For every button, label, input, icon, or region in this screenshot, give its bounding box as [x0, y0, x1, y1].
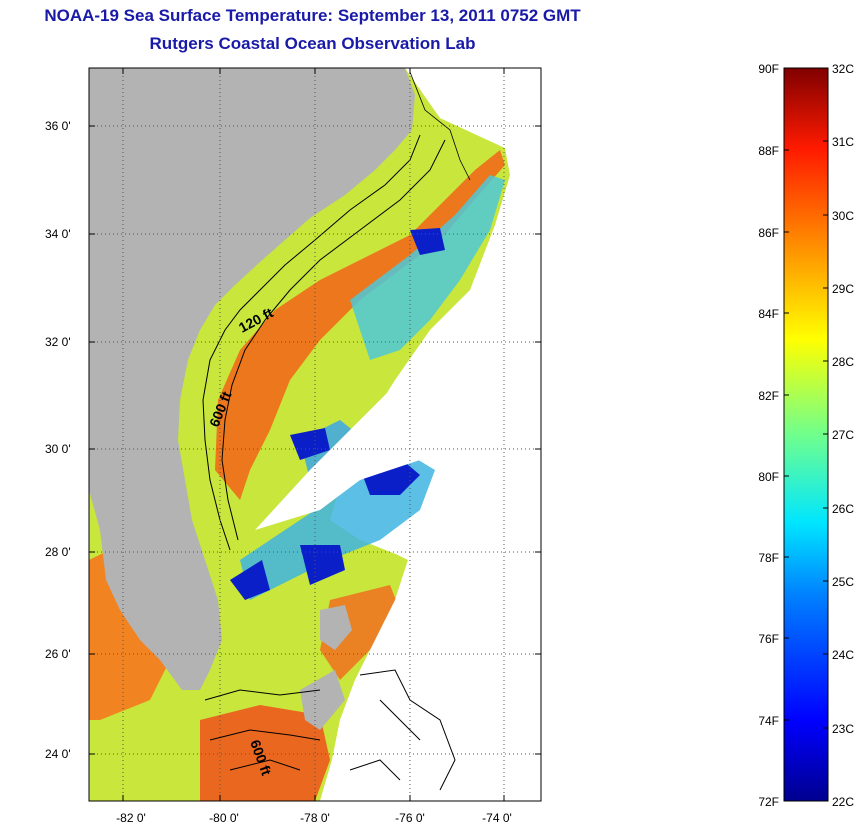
colorbar-fahrenheit-labels: 90F 88F 86F 84F 82F 80F 78F 76F 74F 72F — [758, 62, 779, 809]
lon-tick-label: -80 0' — [209, 811, 239, 825]
colorbar-f-label: 74F — [758, 714, 779, 728]
colorbar-f-label: 76F — [758, 632, 779, 646]
contour-outer-north — [409, 71, 471, 181]
cloud-area-east — [320, 560, 541, 801]
title-line-2: Rutgers Coastal Ocean Observation Lab — [149, 34, 476, 53]
lat-tick-labels: 36 0' 34 0' 32 0' 30 0' 28 0' 26 0' 24 0… — [45, 119, 71, 761]
land-southeast-us — [89, 68, 415, 690]
colorbar-f-label: 80F — [758, 470, 779, 484]
colorbar-f-label: 72F — [758, 795, 779, 809]
colorbar-c-label: 24C — [832, 648, 854, 662]
contour-120ft — [202, 134, 421, 551]
contour-keys — [204, 689, 321, 771]
colorbar-c-label: 27C — [832, 428, 854, 442]
cold-patch-2 — [300, 545, 345, 585]
lat-tick-label: 36 0' — [45, 119, 71, 133]
colorbar-c-label: 31C — [832, 135, 854, 149]
land-bahamas-andros — [320, 605, 352, 650]
cloud-area-corner-ne — [405, 68, 541, 210]
warm-patch-keys — [200, 705, 330, 801]
colorbar-f-label: 78F — [758, 551, 779, 565]
cool-offshore-north — [350, 175, 505, 360]
colorbar-f-label: 82F — [758, 389, 779, 403]
colorbar-c-label: 25C — [832, 575, 854, 589]
contour-bahamas — [349, 669, 456, 791]
lon-tick-label: -76 0' — [395, 811, 425, 825]
colorbar-ticks — [784, 140, 828, 729]
lat-tick-label: 28 0' — [45, 545, 71, 559]
colorbar-f-label: 90F — [758, 62, 779, 76]
colorbar-c-label: 29C — [832, 282, 854, 296]
map-grid — [89, 68, 541, 801]
land-cuba-keys-tip — [300, 670, 345, 730]
colorbar-c-label: 22C — [832, 795, 854, 809]
lat-tick-label: 26 0' — [45, 647, 71, 661]
colorbar — [783, 67, 829, 802]
lat-tick-label: 34 0' — [45, 227, 71, 241]
colorbar-c-label: 28C — [832, 355, 854, 369]
map-ticks — [89, 68, 541, 801]
lon-tick-label: -78 0' — [300, 811, 330, 825]
cold-patch-4 — [410, 228, 445, 255]
colorbar-c-label: 23C — [832, 722, 854, 736]
colorbar-c-label: 32C — [832, 62, 854, 76]
colorbar-f-label: 88F — [758, 144, 779, 158]
map-layers — [89, 68, 541, 801]
lon-tick-label: -82 0' — [116, 811, 146, 825]
colorbar-f-label: 84F — [758, 307, 779, 321]
colorbar-c-label: 26C — [832, 502, 854, 516]
cloud-area-gap — [398, 440, 541, 560]
lat-tick-label: 24 0' — [45, 747, 71, 761]
lon-tick-labels: -82 0' -80 0' -78 0' -76 0' -74 0' — [116, 811, 512, 825]
cloud-area-large — [255, 210, 541, 530]
lat-tick-label: 32 0' — [45, 335, 71, 349]
lat-tick-label: 30 0' — [45, 442, 71, 456]
colorbar-f-label: 86F — [758, 226, 779, 240]
colorbar-c-label: 30C — [832, 209, 854, 223]
cold-patch-5 — [230, 560, 270, 600]
cold-patch-1 — [290, 428, 330, 460]
lon-tick-label: -74 0' — [482, 811, 512, 825]
contour-600ft — [221, 139, 446, 541]
colorbar-celsius-labels: 32C 31C 30C 29C 28C 27C 26C 25C 24C 23C … — [832, 62, 854, 809]
title-line-1: NOAA-19 Sea Surface Temperature: Septemb… — [44, 6, 581, 25]
